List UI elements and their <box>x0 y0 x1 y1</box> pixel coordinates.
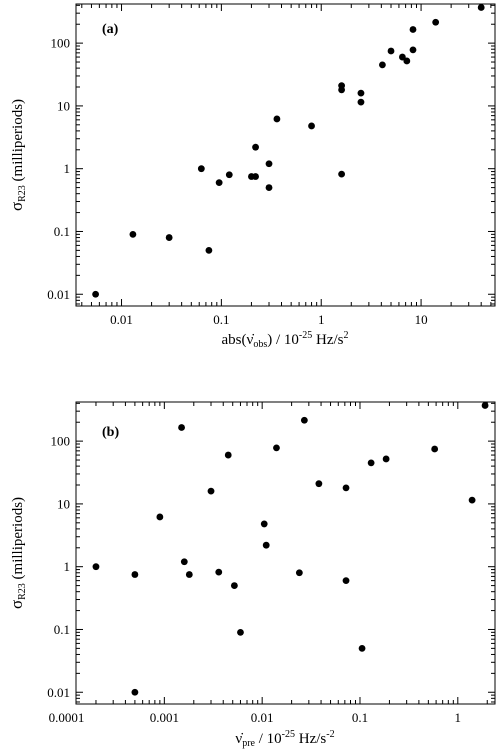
chart-panel-b: 0.01 0.1 1 10 100 0.0001 0.001 0.01 0.1 1 (b) ν̇… <box>7 401 496 749</box>
data-point <box>252 173 259 180</box>
data-point <box>265 184 273 191</box>
x-tick-label: 0.01 <box>110 312 133 327</box>
y-axis-ticks-b: 0.01 0.1 1 10 100 <box>47 402 495 703</box>
x-axis-label-a: abs(ν̇obs) / 10-25 Hz/s2 <box>222 330 349 350</box>
data-point <box>131 571 139 578</box>
data-point <box>403 57 411 65</box>
y-tick-label: 10 <box>57 496 70 511</box>
data-point <box>224 451 232 459</box>
data-points-a <box>92 4 485 298</box>
data-point <box>205 246 213 254</box>
data-point <box>338 170 346 178</box>
data-point <box>477 4 485 11</box>
x-tick-label: 1 <box>455 710 462 725</box>
x-tick-label: 0.1 <box>213 312 229 327</box>
data-point <box>260 520 268 528</box>
x-tick-label: 0.1 <box>352 710 368 725</box>
x-axis-label-b: ν̇pre / 10-25 Hz/s-2 <box>235 729 334 749</box>
y-tick-label: 10 <box>57 98 70 113</box>
data-point <box>237 628 244 636</box>
data-point <box>358 644 366 652</box>
y-tick-label: 0.01 <box>47 287 70 302</box>
data-point <box>165 234 173 241</box>
y-axis-ticks-a: 0.01 0.1 1 10 100 <box>47 4 495 305</box>
data-point <box>215 568 223 576</box>
data-point <box>252 143 259 151</box>
data-point <box>273 115 281 123</box>
data-points-b <box>92 402 489 696</box>
x-axis-ticks-a: 0.01 0.1 1 10 <box>81 4 492 327</box>
data-point <box>180 558 188 566</box>
data-point <box>197 165 205 173</box>
y-tick-label: 0.1 <box>54 622 70 637</box>
data-point <box>338 86 346 94</box>
plot-frame-b <box>75 401 496 705</box>
y-tick-label: 100 <box>51 36 71 51</box>
data-point <box>185 571 193 578</box>
data-point <box>357 98 365 106</box>
x-tick-label: 10 <box>415 312 428 327</box>
data-point <box>295 569 303 577</box>
data-point <box>379 61 386 69</box>
y-tick-label: 0.01 <box>47 685 70 700</box>
data-point <box>265 160 273 168</box>
data-point <box>342 484 350 492</box>
data-point <box>230 582 238 589</box>
data-point <box>262 541 270 549</box>
y-tick-label: 100 <box>51 434 71 449</box>
data-point <box>300 416 308 424</box>
chart-panel-a: 0.01 0.1 1 10 100 0.01 0.1 1 10 (a) abs(ν̇obs) … <box>7 3 496 350</box>
data-point <box>409 46 417 54</box>
data-point <box>398 53 406 61</box>
data-point <box>431 445 439 453</box>
x-tick-label: 1 <box>318 312 325 327</box>
plot-frame-a <box>75 3 496 307</box>
data-point <box>382 455 390 463</box>
data-point <box>481 402 489 409</box>
data-point <box>432 18 440 26</box>
data-point <box>273 444 280 452</box>
data-point <box>387 47 395 55</box>
data-point <box>409 26 417 33</box>
data-point <box>468 496 476 504</box>
data-point <box>357 89 365 97</box>
y-axis-label-a: σR23 (milliperiods) <box>7 99 28 211</box>
data-point <box>215 179 223 187</box>
data-point <box>92 563 100 571</box>
data-point <box>131 688 139 696</box>
x-tick-label: 0.01 <box>251 710 274 725</box>
panel-label-b: (b) <box>102 425 119 440</box>
x-tick-label: 0.001 <box>150 710 179 725</box>
data-point <box>315 480 323 488</box>
data-point <box>342 577 350 585</box>
data-point <box>225 171 233 179</box>
panel-label-a: (a) <box>102 22 119 37</box>
data-point <box>129 230 137 238</box>
data-point <box>207 487 215 495</box>
data-point <box>178 424 185 431</box>
x-tick-label: 0.0001 <box>49 710 85 725</box>
x-axis-ticks-b: 0.0001 0.001 0.01 0.1 1 <box>49 402 488 725</box>
data-point <box>308 122 315 130</box>
y-tick-label: 0.1 <box>54 224 70 239</box>
y-axis-label-b: σR23 (milliperiods) <box>7 497 28 609</box>
data-point <box>367 459 375 467</box>
y-tick-label: 1 <box>64 161 71 176</box>
data-point <box>156 513 164 521</box>
data-point <box>92 290 100 298</box>
y-tick-label: 1 <box>64 559 71 574</box>
